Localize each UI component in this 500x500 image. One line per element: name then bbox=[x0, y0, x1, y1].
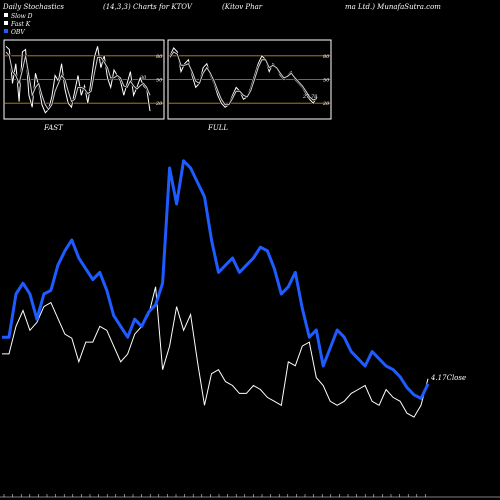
full-ytick-label: 50 bbox=[323, 78, 330, 84]
header-params: (14,3,3) Charts for KTOV bbox=[103, 3, 193, 11]
fast-ytick-label: 80 bbox=[156, 54, 163, 60]
legend: Slow D Fast K OBV bbox=[4, 13, 33, 36]
fast-ytick-label: 20 bbox=[155, 101, 163, 107]
legend-swatch-fast-k bbox=[4, 21, 8, 25]
full-ytick-label: 20 bbox=[322, 101, 330, 107]
fast-stochastic-panel: 20 50 80 30 FAST bbox=[3, 39, 165, 132]
header-title: Daily Stochastics bbox=[2, 3, 64, 11]
close-price-line bbox=[2, 286, 429, 418]
legend-label-obv: OBV bbox=[11, 29, 25, 36]
obv-price-plot bbox=[2, 159, 430, 418]
close-value-label: 4.17Close bbox=[430, 374, 466, 382]
legend-label-fast-k: Fast K bbox=[10, 21, 31, 28]
header-company-suffix: ma Ltd.) MunafaSutra.com bbox=[345, 3, 441, 11]
fast-value-label: 30 bbox=[140, 75, 147, 81]
full-value-label: 27.78 bbox=[302, 94, 317, 100]
bottom-axis-ticks bbox=[3, 494, 426, 497]
fast-series-slow-d-line bbox=[5, 51, 151, 111]
header-company: (Kitov Phar bbox=[222, 3, 263, 11]
full-series-slow-d-line bbox=[169, 51, 318, 106]
full-ytick-label: 80 bbox=[323, 54, 330, 60]
obv-line bbox=[2, 159, 430, 400]
legend-swatch-obv bbox=[4, 29, 8, 33]
full-panel-title: FULL bbox=[207, 124, 228, 132]
legend-swatch-slow-d bbox=[4, 13, 8, 17]
legend-label-slow-d: Slow D bbox=[11, 13, 33, 20]
full-stochastic-panel: 20 50 80 27.78 FULL bbox=[167, 39, 332, 132]
fast-ytick-label: 50 bbox=[156, 78, 163, 84]
fast-panel-title: FAST bbox=[43, 124, 64, 132]
